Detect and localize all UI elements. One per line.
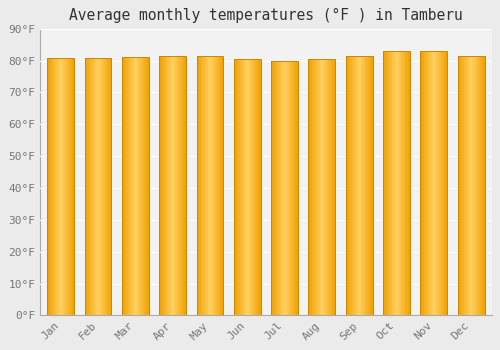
Bar — [308, 59, 336, 315]
Bar — [196, 56, 224, 315]
Bar — [458, 56, 484, 315]
Bar — [159, 56, 186, 315]
Bar — [346, 56, 372, 315]
Bar — [420, 51, 448, 315]
Bar — [122, 57, 149, 315]
Bar — [271, 61, 298, 315]
Bar — [383, 51, 410, 315]
Title: Average monthly temperatures (°F ) in Tamberu: Average monthly temperatures (°F ) in Ta… — [69, 8, 463, 23]
Bar — [84, 58, 112, 315]
Bar — [234, 59, 260, 315]
Bar — [48, 58, 74, 315]
